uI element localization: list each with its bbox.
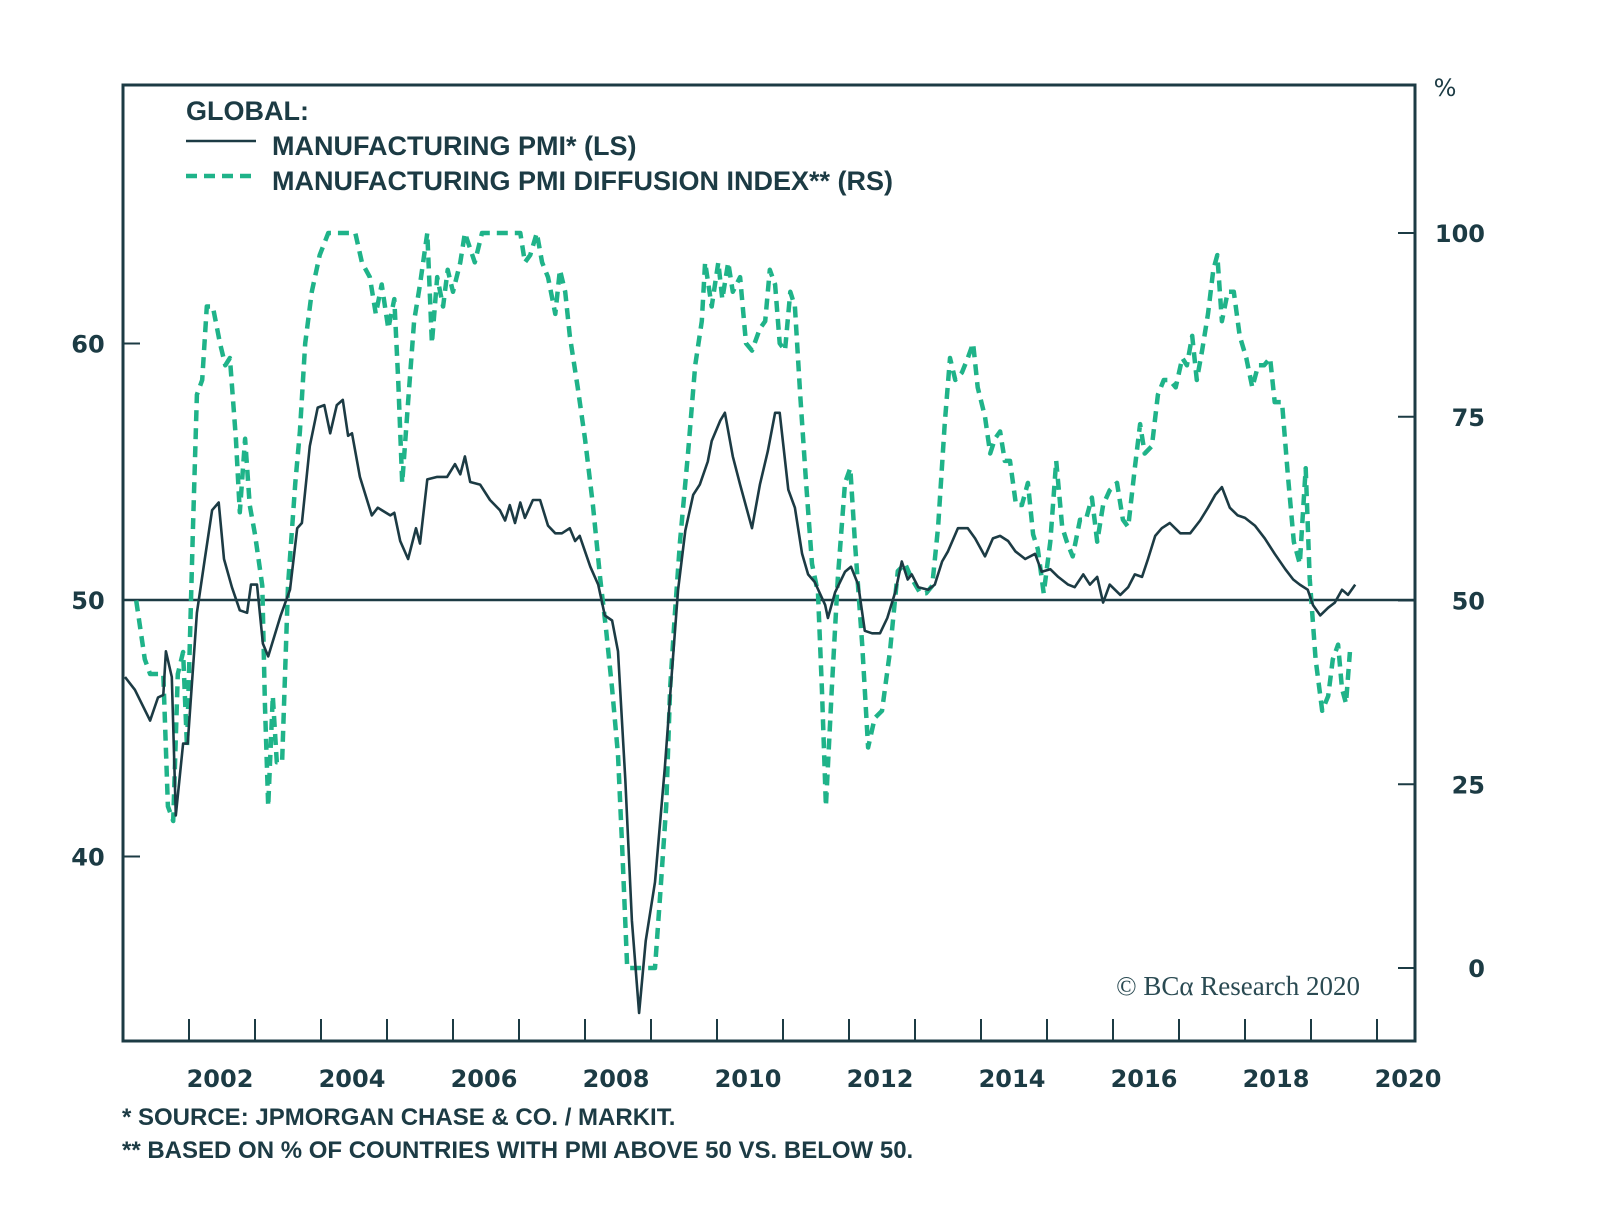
legend-heading: GLOBAL: xyxy=(186,96,309,126)
x-tick-label: 2010 xyxy=(715,1065,782,1093)
x-tick-label: 2006 xyxy=(451,1065,518,1093)
x-axis-labels: 2002 2004 2006 2008 2010 2012 2014 2016 2018 2020 xyxy=(187,1065,1442,1093)
right-tick-label: 50 xyxy=(1452,588,1485,616)
left-tick-label: 40 xyxy=(71,844,104,872)
right-axis-unit-label: % xyxy=(1434,74,1457,102)
legend-label-pmi: MANUFACTURING PMI* (LS) xyxy=(272,131,636,161)
series-manufacturing-pmi-line xyxy=(123,398,1357,1015)
legend: GLOBAL: MANUFACTURING PMI* (LS) MANUFACT… xyxy=(186,96,893,196)
x-tick-label: 2014 xyxy=(979,1065,1046,1093)
right-tick-label: 25 xyxy=(1452,771,1485,799)
x-tick-label: 2002 xyxy=(187,1065,254,1093)
right-tick-label: 0 xyxy=(1468,955,1485,983)
x-tick-label: 2012 xyxy=(847,1065,914,1093)
right-tick-label: 100 xyxy=(1435,220,1485,248)
footnote-source: * SOURCE: JPMORGAN CHASE & CO. / MARKIT. xyxy=(122,1104,675,1131)
x-tick-label: 2016 xyxy=(1111,1065,1178,1093)
left-tick-label: 50 xyxy=(71,587,104,615)
right-tick-label: 75 xyxy=(1452,404,1485,432)
left-axis-ticks: 40 50 60 xyxy=(71,331,140,872)
x-tick-label: 2020 xyxy=(1375,1065,1442,1093)
series-diffusion-index-line xyxy=(133,230,1353,971)
copyright-annotation: © BCα Research 2020 xyxy=(1116,971,1360,1001)
footnote-diffusion: ** BASED ON % OF COUNTRIES WITH PMI ABOV… xyxy=(122,1137,913,1164)
legend-label-diffusion: MANUFACTURING PMI DIFFUSION INDEX** (RS) xyxy=(272,166,893,196)
right-axis-ticks: 0 25 50 75 100 xyxy=(1398,220,1485,983)
x-axis-ticks xyxy=(188,1019,1378,1041)
left-tick-label: 60 xyxy=(71,331,104,359)
plot-frame xyxy=(121,83,1417,1043)
x-tick-label: 2004 xyxy=(319,1065,386,1093)
x-tick-label: 2008 xyxy=(583,1065,650,1093)
x-tick-label: 2018 xyxy=(1243,1065,1310,1093)
